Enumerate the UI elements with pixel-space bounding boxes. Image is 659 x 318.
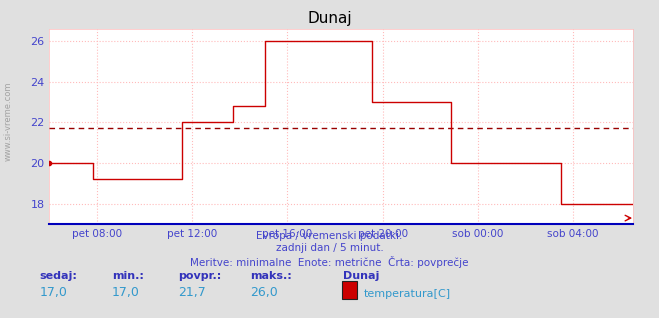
Text: zadnji dan / 5 minut.: zadnji dan / 5 minut.: [275, 243, 384, 253]
Text: Dunaj: Dunaj: [307, 11, 352, 26]
Text: Meritve: minimalne  Enote: metrične  Črta: povprečje: Meritve: minimalne Enote: metrične Črta:…: [190, 256, 469, 268]
Text: povpr.:: povpr.:: [178, 272, 221, 281]
Text: 17,0: 17,0: [40, 286, 67, 299]
Text: www.si-vreme.com: www.si-vreme.com: [3, 81, 13, 161]
Text: temperatura[C]: temperatura[C]: [364, 289, 451, 299]
Text: sedaj:: sedaj:: [40, 272, 77, 281]
Text: maks.:: maks.:: [250, 272, 292, 281]
Text: Dunaj: Dunaj: [343, 272, 379, 281]
Text: 17,0: 17,0: [112, 286, 140, 299]
Text: 26,0: 26,0: [250, 286, 278, 299]
Text: min.:: min.:: [112, 272, 144, 281]
Text: Evropa / vremenski podatki.: Evropa / vremenski podatki.: [256, 231, 403, 240]
Text: 21,7: 21,7: [178, 286, 206, 299]
